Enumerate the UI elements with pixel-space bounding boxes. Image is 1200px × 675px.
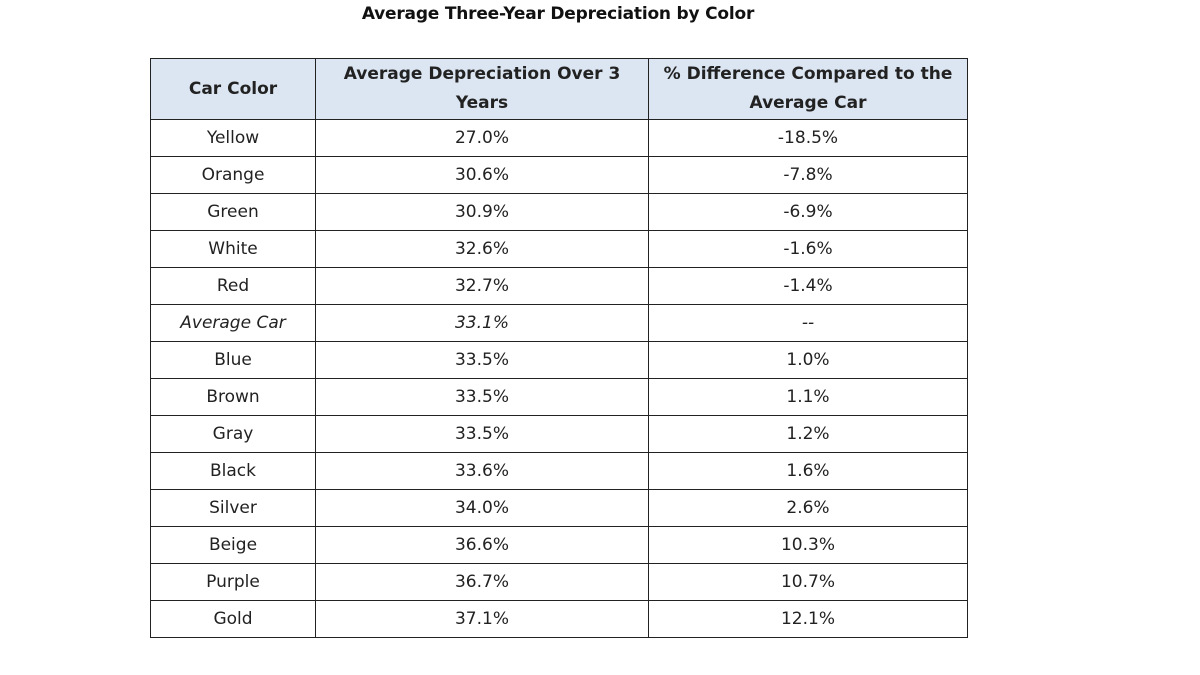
table-row: Gray 33.5% 1.2% <box>150 415 968 453</box>
table-row: Blue 33.5% 1.0% <box>150 341 968 379</box>
cell-depreciation: 30.6% <box>315 156 649 194</box>
cell-depreciation: 33.5% <box>315 415 649 453</box>
cell-difference: -- <box>648 304 968 342</box>
table-row: Green 30.9% -6.9% <box>150 193 968 231</box>
cell-depreciation: 30.9% <box>315 193 649 231</box>
cell-depreciation: 36.7% <box>315 563 649 601</box>
cell-car-color: Gold <box>150 600 316 638</box>
cell-car-color: Yellow <box>150 119 316 157</box>
cell-car-color: Silver <box>150 489 316 527</box>
header-percent-difference: % Difference Compared to the Average Car <box>648 58 968 120</box>
cell-depreciation: 34.0% <box>315 489 649 527</box>
cell-difference: 2.6% <box>648 489 968 527</box>
cell-car-color: Gray <box>150 415 316 453</box>
table-row: Orange 30.6% -7.8% <box>150 156 968 194</box>
table-row: Average Car 33.1% -- <box>150 304 968 342</box>
cell-depreciation: 32.7% <box>315 267 649 305</box>
cell-car-color: Brown <box>150 378 316 416</box>
table-row: Silver 34.0% 2.6% <box>150 489 968 527</box>
cell-difference: 12.1% <box>648 600 968 638</box>
table-row: Gold 37.1% 12.1% <box>150 600 968 638</box>
table-title: Average Three-Year Depreciation by Color <box>361 4 755 24</box>
cell-difference: -7.8% <box>648 156 968 194</box>
cell-car-color: Blue <box>150 341 316 379</box>
cell-car-color: Purple <box>150 563 316 601</box>
cell-difference: 10.3% <box>648 526 968 564</box>
table-row: White 32.6% -1.6% <box>150 230 968 268</box>
cell-difference: 1.1% <box>648 378 968 416</box>
cell-depreciation: 33.6% <box>315 452 649 490</box>
cell-difference: -1.6% <box>648 230 968 268</box>
header-average-depreciation: Average Depreciation Over 3 Years <box>315 58 649 120</box>
cell-depreciation: 33.1% <box>315 304 649 342</box>
cell-car-color: Green <box>150 193 316 231</box>
header-row: Car Color Average Depreciation Over 3 Ye… <box>150 58 968 120</box>
cell-difference: -6.9% <box>648 193 968 231</box>
cell-difference: 1.2% <box>648 415 968 453</box>
cell-difference: -1.4% <box>648 267 968 305</box>
cell-depreciation: 36.6% <box>315 526 649 564</box>
cell-car-color: Orange <box>150 156 316 194</box>
table-row: Red 32.7% -1.4% <box>150 267 968 305</box>
table-row: Purple 36.7% 10.7% <box>150 563 968 601</box>
cell-depreciation: 27.0% <box>315 119 649 157</box>
cell-car-color: Average Car <box>150 304 316 342</box>
cell-difference: -18.5% <box>648 119 968 157</box>
cell-difference: 1.0% <box>648 341 968 379</box>
cell-depreciation: 32.6% <box>315 230 649 268</box>
cell-car-color: White <box>150 230 316 268</box>
table-row: Black 33.6% 1.6% <box>150 452 968 490</box>
header-car-color: Car Color <box>150 58 316 120</box>
cell-depreciation: 33.5% <box>315 341 649 379</box>
table-row: Yellow 27.0% -18.5% <box>150 119 968 157</box>
cell-car-color: Beige <box>150 526 316 564</box>
cell-depreciation: 37.1% <box>315 600 649 638</box>
cell-depreciation: 33.5% <box>315 378 649 416</box>
cell-car-color: Black <box>150 452 316 490</box>
cell-difference: 1.6% <box>648 452 968 490</box>
table-row: Brown 33.5% 1.1% <box>150 378 968 416</box>
cell-difference: 10.7% <box>648 563 968 601</box>
table-row: Beige 36.6% 10.3% <box>150 526 968 564</box>
cell-car-color: Red <box>150 267 316 305</box>
table-header: Car Color Average Depreciation Over 3 Ye… <box>150 58 968 120</box>
depreciation-table: Car Color Average Depreciation Over 3 Ye… <box>150 58 968 638</box>
table-body: Yellow 27.0% -18.5% Orange 30.6% -7.8% Green 30… <box>150 119 968 638</box>
